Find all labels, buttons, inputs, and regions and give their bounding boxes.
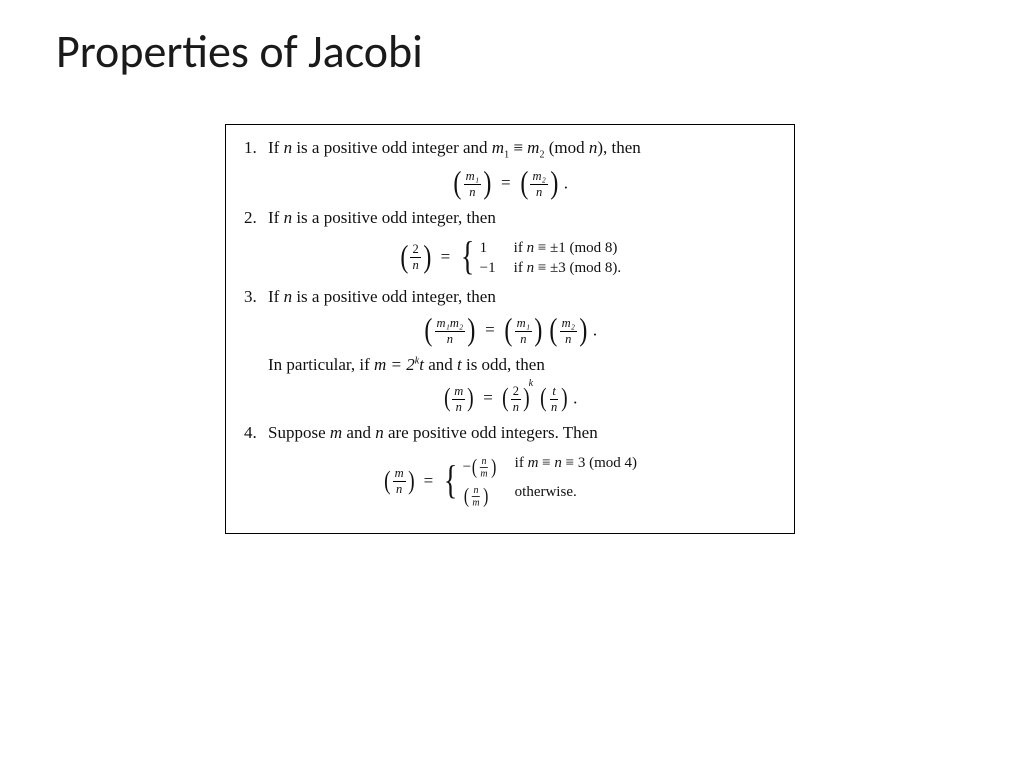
period: . [573,388,577,407]
num: 2 [410,243,420,258]
den: n [410,258,420,272]
num: m₂ [560,317,577,332]
den: n [454,400,464,414]
jacobi-symbol: ( m₁n ) [452,170,493,199]
case-brace: { − ( nm ) if m ≡ n ≡ 3 (mod 4) [441,453,637,511]
den: n [511,400,521,414]
var-m: m [492,138,504,157]
property-4: 4. Suppose m and n are positive odd inte… [244,422,776,445]
text: ), then [597,138,640,157]
item-body: If n is a positive odd integer, then [268,286,776,309]
jacobi-symbol: ( 2n ) [501,385,531,414]
jacobi-symbol: ( m₁n ) [503,317,544,346]
den: n [445,332,455,346]
property-3-sub: In particular, if m = 2kt and t is odd, … [268,354,776,377]
equation-1: ( m₁n ) = ( m₂n ) . [244,170,776,199]
jacobi-symbol: ( nm ) [471,456,497,479]
jacobi-symbol: ( nm ) [463,485,489,508]
item-body: Suppose m and n are positive odd integer… [268,422,776,445]
case-val: 1 [480,238,514,258]
den: n [563,332,573,346]
case-cond: otherwise. [515,482,577,511]
text: is a positive odd integer and [292,138,492,157]
property-2: 2. If n is a positive odd integer, then [244,207,776,230]
jacobi-symbol: ( 2n ) [399,243,433,272]
den: n [549,400,559,414]
text: is odd, then [462,355,545,374]
equals: = [501,173,511,192]
text: and [424,355,457,374]
properties-box: 1. If n is a positive odd integer and m1… [225,124,795,534]
text: (mod [544,138,588,157]
item-number: 2. [244,207,262,230]
num: m₂ [530,170,547,185]
slide-title: Properties of Jacobi [56,24,423,80]
case-val: −1 [480,258,514,278]
num: n [472,485,480,497]
jacobi-symbol: ( mn ) [383,467,415,496]
equals: = [483,388,493,407]
equation-4: ( mn ) = { − ( nm ) i [244,453,776,511]
var-n: n [284,138,293,157]
period: . [593,320,597,339]
num: m [452,385,465,400]
den: n [394,482,404,496]
den: m [470,497,480,508]
den: m [479,468,489,479]
equation-2: ( 2n ) = { 1if n ≡ ±1 (mod 8) −1if n ≡ ±… [244,238,776,278]
den: n [534,185,544,199]
jacobi-symbol: ( m₂n ) [519,170,560,199]
equation-3b: ( mn ) = ( 2n ) k ( tn ) . [244,385,776,414]
slide: Properties of Jacobi 1. If n is a positi… [0,0,1024,768]
den: n [518,332,528,346]
jacobi-symbol: ( m₁m₂n ) [423,317,477,346]
property-3: 3. If n is a positive odd integer, then [244,286,776,309]
text: In particular, if [268,355,374,374]
period: . [564,173,568,192]
num: t [550,385,557,400]
num: m₁ [515,317,532,332]
num: n [480,456,488,468]
equals: = [485,320,495,339]
text: If [268,138,284,157]
text: m = 2 [374,355,415,374]
jacobi-symbol: ( tn ) [539,385,569,414]
equation-3a: ( m₁m₂n ) = ( m₁n ) ( m₂n ) . [244,317,776,346]
equals: = [441,247,451,266]
item-body: If n is a positive odd integer and m1 ≡ … [268,137,776,162]
exponent: k [529,378,533,389]
item-number: 3. [244,286,262,309]
cong: ≡ [509,138,527,157]
num: m₁m₂ [435,317,466,332]
num: m [393,467,406,482]
equals: = [424,471,434,490]
jacobi-symbol: ( mn ) [443,385,475,414]
var-m: m [527,138,539,157]
item-number: 1. [244,137,262,162]
jacobi-symbol: ( m₂n ) [548,317,589,346]
item-number: 4. [244,422,262,445]
den: n [467,185,477,199]
item-body: If n is a positive odd integer, then [268,207,776,230]
property-1: 1. If n is a positive odd integer and m1… [244,137,776,162]
num: m₁ [464,170,481,185]
num: 2 [511,385,521,400]
case-brace: { 1if n ≡ ±1 (mod 8) −1if n ≡ ±3 (mod 8)… [458,238,621,278]
